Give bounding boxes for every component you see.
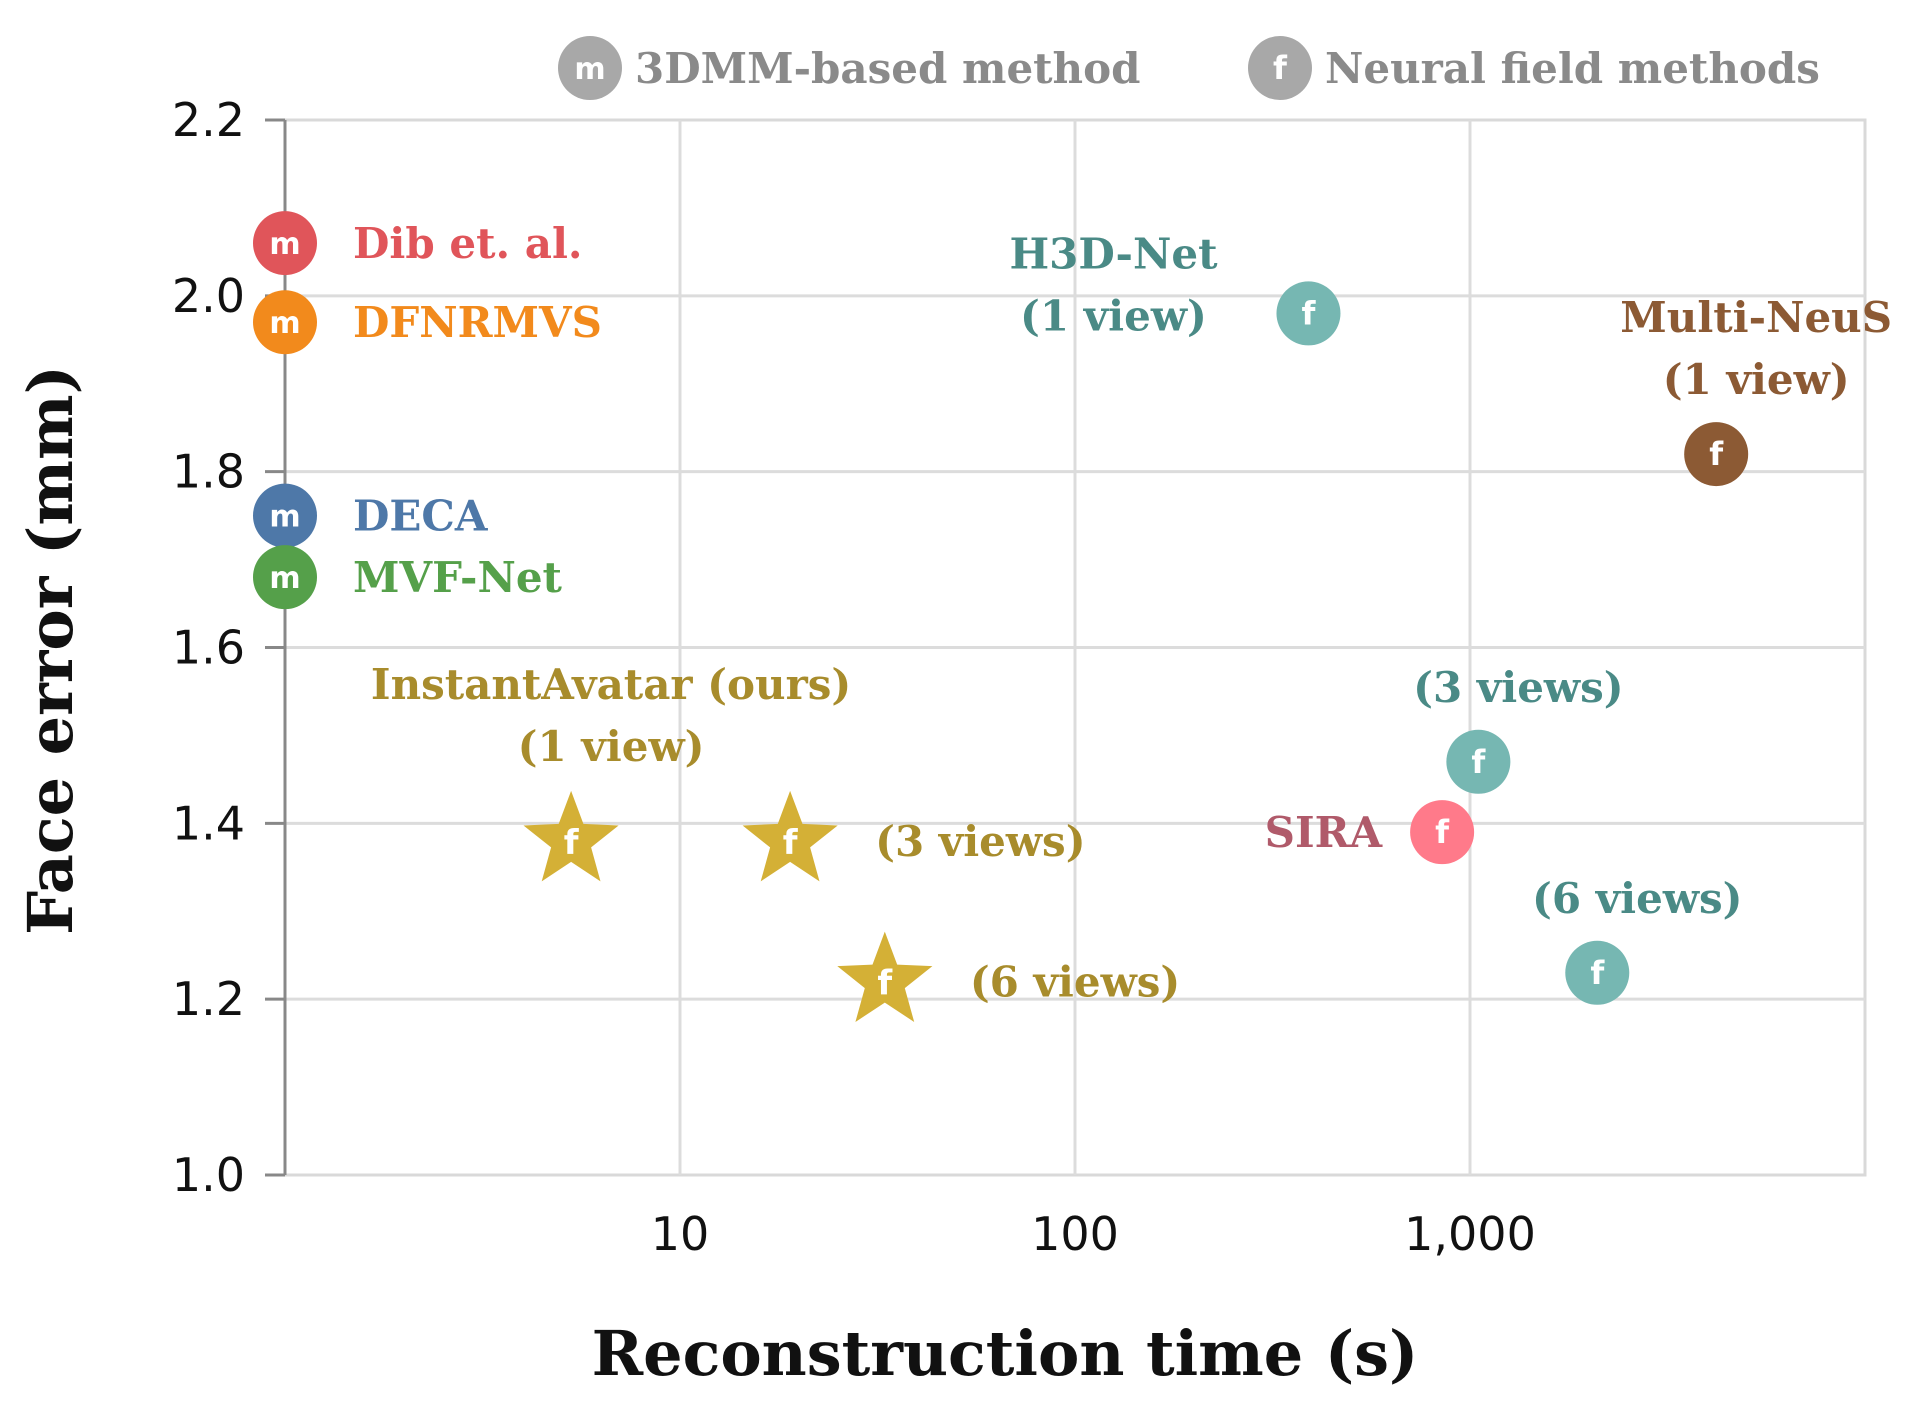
point-label: SIRA [1265,808,1384,857]
y-tick-label: 1.8 [172,445,245,499]
data-point-ia1: f InstantAvatar (ours) (1 view) [371,660,851,882]
data-points: m Dib et. al. m DFNRMVS m DECA m MVF-Net f Instan… [253,211,1892,1022]
point-label: InstantAvatar (ours) [371,660,851,709]
point-marker: f [1276,281,1341,346]
x-tick-label: 100 [1031,1207,1119,1261]
point-label: (3 views) [875,817,1085,866]
point-marker: f [523,790,619,882]
data-point-h3d3: f (3 views) [1413,663,1624,794]
point-marker: f [1684,422,1749,487]
point-label: (6 views) [970,958,1180,1007]
data-point-sira: f SIRA [1265,800,1475,865]
data-point-ia3: f (3 views) [742,790,1086,882]
legend-entry-0: m 3DMM-based method [558,36,1140,100]
point-marker: f [837,931,933,1022]
star-marker [837,931,933,1022]
marker-glyph: f [1435,813,1450,851]
tick-labels: 1.0 1.2 1.4 1.6 1.8 2.0 2.2 10 100 1,000 [172,93,1536,1261]
circle-marker [253,545,317,610]
marker-glyph: m [269,561,300,596]
y-tick-label: 2.0 [172,269,245,323]
x-axis-title: Reconstruction time (s) [592,1317,1419,1390]
point-label: (6 views) [1532,874,1742,923]
point-marker: m [253,211,317,276]
point-label: H3D-Net [1009,229,1218,278]
data-point-dib: m Dib et. al. [253,211,583,276]
legend-marker: f [1248,36,1312,100]
data-point-mvfnet: m MVF-Net [253,545,563,610]
data-point-h3d6: f (6 views) [1532,874,1743,1005]
marker-glyph: m [269,500,300,535]
circle-marker [1248,36,1312,100]
circle-marker [253,483,317,548]
y-axis-title: Face error (mm) [14,365,87,935]
marker-glyph: f [1302,294,1317,332]
marker-glyph: m [574,52,605,87]
point-marker: m [253,290,317,355]
point-label: (1 view) [518,722,705,771]
circle-marker [253,290,317,355]
marker-glyph: f [1590,954,1605,992]
x-tick-label: 1,000 [1404,1207,1536,1261]
marker-glyph: f [1471,743,1486,781]
data-point-ia6: f (6 views) [837,931,1180,1022]
circle-marker [1446,729,1511,794]
circle-marker [1276,281,1341,346]
point-marker: m [253,483,317,548]
marker-glyph: f [877,964,893,1004]
point-label: DFNRMVS [353,298,602,347]
legend-label: Neural field methods [1325,44,1820,93]
point-marker: f [742,790,838,882]
y-tick-label: 1.6 [172,621,245,675]
circle-marker [1410,800,1475,865]
circle-marker [558,36,622,100]
legend-marker: m [558,36,622,100]
point-label: (3 views) [1413,663,1623,712]
y-tick-label: 2.2 [172,93,245,147]
marker-glyph: f [783,823,799,863]
star-marker [742,790,838,882]
marker-glyph: m [269,306,300,341]
point-label: Multi-NeuS [1620,293,1892,342]
data-point-deca: m DECA [253,483,489,548]
legend-entry-1: f Neural field methods [1248,36,1820,100]
point-marker: f [1565,940,1630,1005]
circle-marker [253,211,317,276]
point-marker: m [253,545,317,610]
y-tick-label: 1.0 [172,1148,245,1202]
circle-marker [1684,422,1749,487]
marker-glyph: f [564,823,580,863]
x-tick-label: 10 [651,1207,710,1261]
point-label: DECA [353,492,489,541]
circle-marker [1565,940,1630,1005]
point-label: (1 view) [1020,291,1207,340]
y-tick-label: 1.2 [172,972,245,1026]
data-point-dfnrmvs: m DFNRMVS [253,290,602,355]
marker-glyph: m [269,227,300,262]
legend-label: 3DMM-based method [635,44,1140,93]
legend: m 3DMM-based method f Neural field methods [558,36,1820,100]
point-marker: f [1446,729,1511,794]
point-label: Dib et. al. [353,219,583,268]
point-label: (1 view) [1663,355,1850,404]
data-point-multineus: f Multi-NeuS (1 view) [1620,293,1892,487]
marker-glyph: f [1273,49,1288,87]
point-marker: f [1410,800,1475,865]
marker-glyph: f [1709,435,1724,473]
star-marker [523,790,619,882]
point-label: MVF-Net [353,553,563,602]
y-tick-label: 1.4 [172,796,245,850]
data-point-h3d1: f H3D-Net (1 view) [1009,229,1341,346]
